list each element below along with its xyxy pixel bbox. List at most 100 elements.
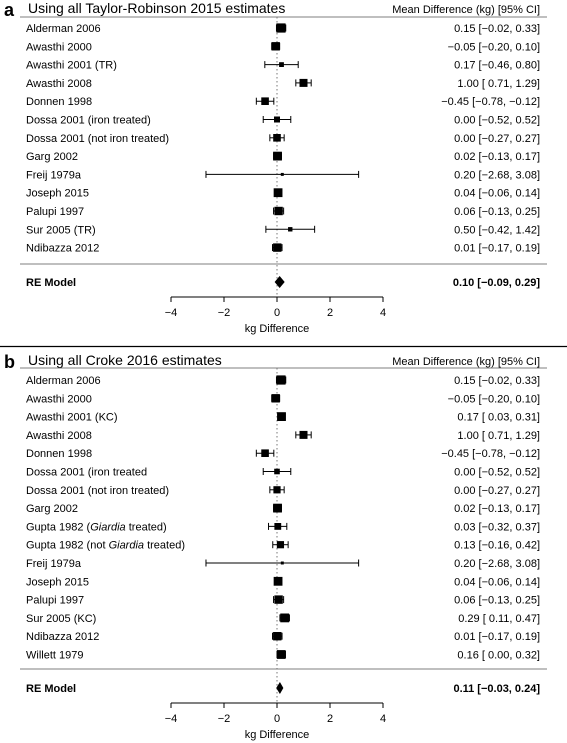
study-label: Garg 2002 [26, 503, 78, 515]
estimate-text: 0.03 [−0.32, 0.37] [454, 521, 540, 533]
study-label: Alderman 2006 [26, 23, 101, 35]
x-tick-label: 2 [327, 307, 333, 319]
estimate-text: 0.00 [−0.52, 0.52] [454, 115, 540, 127]
point-estimate [299, 78, 308, 87]
x-tick-label: −4 [165, 713, 178, 725]
estimate-text: −0.45 [−0.78, −0.12] [441, 96, 540, 108]
point-estimate [276, 541, 285, 549]
study-label: Awasthi 2008 [26, 430, 92, 442]
column-header: Mean Difference (kg) [95% CI] [392, 4, 540, 16]
x-tick-label: 0 [274, 307, 280, 319]
study-row: Alderman 2006 0.15 [−0.02, 0.33] [26, 23, 540, 35]
estimate-text: 0.15 [−0.02, 0.33] [454, 375, 540, 387]
panel-b: b Using all Croke 2016 estimates Mean Diff… [4, 352, 547, 741]
study-row: Sur 2005 (TR) 0.50 [−0.42, 1.42] [26, 224, 540, 236]
study-row: Gupta 1982 (not Giardia treated) 0.13 [−0… [26, 540, 540, 552]
estimate-text: 1.00 [ 0.71, 1.29] [457, 430, 540, 442]
study-row: Alderman 2006 0.15 [−0.02, 0.33] [26, 375, 540, 387]
estimate-text: 0.15 [−0.02, 0.33] [454, 23, 540, 35]
study-row: Joseph 2015 0.04 [−0.06, 0.14] [26, 576, 540, 588]
estimate-text: −0.05 [−0.20, 0.10] [448, 393, 540, 405]
study-label: Awasthi 2000 [26, 41, 92, 53]
study-label: Donnen 1998 [26, 96, 92, 108]
study-row: Donnen 1998 −0.45 [−0.78, −0.12] [26, 96, 540, 108]
x-tick-label: 2 [327, 713, 333, 725]
study-label: Dossa 2001 (iron treated [26, 467, 147, 479]
estimate-text: 0.04 [−0.06, 0.14] [454, 188, 540, 200]
study-row: Awasthi 2008 1.00 [ 0.71, 1.29] [26, 430, 540, 442]
point-estimate [276, 375, 286, 385]
study-label: Palupi 1997 [26, 595, 84, 607]
estimate-text: 0.06 [−0.13, 0.25] [454, 595, 540, 607]
study-label: Sur 2005 (KC) [26, 613, 96, 625]
study-row: Dossa 2001 (iron treated 0.00 [−0.52, 0.5… [26, 467, 540, 479]
point-estimate [280, 172, 284, 176]
estimate-text: 0.00 [−0.27, 0.27] [454, 133, 540, 145]
study-row: Freij 1979a 0.20 [−2.68, 3.08] [26, 169, 540, 181]
estimate-text: 0.16 [ 0.00, 0.32] [457, 650, 540, 662]
summary-row: RE Model 0.11 [−0.03, 0.24] [26, 682, 540, 695]
point-estimate [274, 116, 280, 123]
study-label: Alderman 2006 [26, 375, 101, 387]
x-axis: −4 −2 0 2 4 kg Difference [165, 296, 386, 335]
point-estimate [279, 62, 284, 67]
study-label: Dossa 2001 (not iron treated) [26, 133, 169, 145]
summary-diamond [274, 276, 285, 288]
estimate-text: 0.01 [−0.17, 0.19] [454, 243, 540, 255]
estimate-text: 0.02 [−0.13, 0.17] [454, 503, 540, 515]
study-row: Ndibazza 2012 0.01 [−0.17, 0.19] [26, 243, 540, 255]
point-estimate [274, 468, 280, 475]
x-tick-label: 4 [380, 713, 386, 725]
study-label: Dossa 2001 (iron treated) [26, 115, 151, 127]
study-row: Willett 1979 0.16 [ 0.00, 0.32] [26, 650, 540, 662]
summary-estimate-text: 0.11 [−0.03, 0.24] [453, 683, 540, 695]
study-label: Awasthi 2001 (TR) [26, 60, 117, 72]
study-label: Ndibazza 2012 [26, 631, 99, 643]
study-label: Gupta 1982 (not Giardia treated) [26, 540, 185, 552]
summary-label: RE Model [26, 277, 76, 289]
study-row: Sur 2005 (KC) 0.29 [ 0.11, 0.47] [26, 613, 540, 625]
estimate-text: −0.05 [−0.20, 0.10] [448, 41, 540, 53]
study-row: Gupta 1982 (Giardia treated) 0.03 [−0.32,… [26, 521, 540, 533]
point-estimate [273, 503, 282, 513]
x-tick-label: −2 [218, 713, 231, 725]
x-tick-label: 4 [380, 307, 386, 319]
summary-diamond [276, 682, 284, 694]
x-axis: −4 −2 0 2 4 kg Difference [165, 702, 386, 741]
estimate-text: 0.01 [−0.17, 0.19] [454, 631, 540, 643]
panel-label: b [4, 352, 15, 372]
study-label: Willett 1979 [26, 650, 83, 662]
study-row: Dossa 2001 (not iron treated) 0.00 [−0.27… [26, 133, 540, 145]
study-row: Joseph 2015 0.04 [−0.06, 0.14] [26, 188, 540, 200]
point-estimate [273, 243, 282, 252]
estimate-text: 0.13 [−0.16, 0.42] [454, 540, 540, 552]
summary-row: RE Model 0.10 [−0.09, 0.29] [26, 276, 540, 289]
study-row: Awasthi 2001 (KC) 0.17 [ 0.03, 0.31] [26, 412, 540, 424]
study-label: Sur 2005 (TR) [26, 224, 96, 236]
point-estimate [299, 430, 308, 439]
study-row: Awasthi 2000 −0.05 [−0.20, 0.10] [26, 393, 540, 405]
study-row: Palupi 1997 0.06 [−0.13, 0.25] [26, 206, 540, 218]
study-row: Ndibazza 2012 0.01 [−0.17, 0.19] [26, 631, 540, 643]
study-row: Palupi 1997 0.06 [−0.13, 0.25] [26, 595, 540, 607]
study-label: Awasthi 2001 (KC) [26, 412, 118, 424]
point-estimate [277, 412, 286, 421]
study-row: Freij 1979a 0.20 [−2.68, 3.08] [26, 558, 540, 570]
x-tick-label: −4 [165, 307, 178, 319]
panel-a: a Using all Taylor-Robinson 2015 estimate… [4, 0, 547, 335]
study-label: Awasthi 2000 [26, 393, 92, 405]
study-label: Dossa 2001 (not iron treated) [26, 485, 169, 497]
point-estimate [273, 576, 283, 586]
study-row: Donnen 1998 −0.45 [−0.78, −0.12] [26, 448, 540, 460]
study-row: Dossa 2001 (iron treated) 0.00 [−0.52, 0.… [26, 115, 540, 127]
point-estimate [280, 613, 290, 623]
panel-title: Using all Taylor-Robinson 2015 estimates [28, 0, 285, 16]
estimate-text: 1.00 [ 0.71, 1.29] [457, 78, 540, 90]
point-estimate [274, 523, 282, 530]
study-label: Donnen 1998 [26, 448, 92, 460]
estimate-text: 0.17 [−0.46, 0.80] [454, 60, 540, 72]
point-estimate [261, 449, 269, 457]
estimate-text: 0.00 [−0.52, 0.52] [454, 467, 540, 479]
study-label: Freij 1979a [26, 169, 82, 181]
study-label: Freij 1979a [26, 558, 82, 570]
